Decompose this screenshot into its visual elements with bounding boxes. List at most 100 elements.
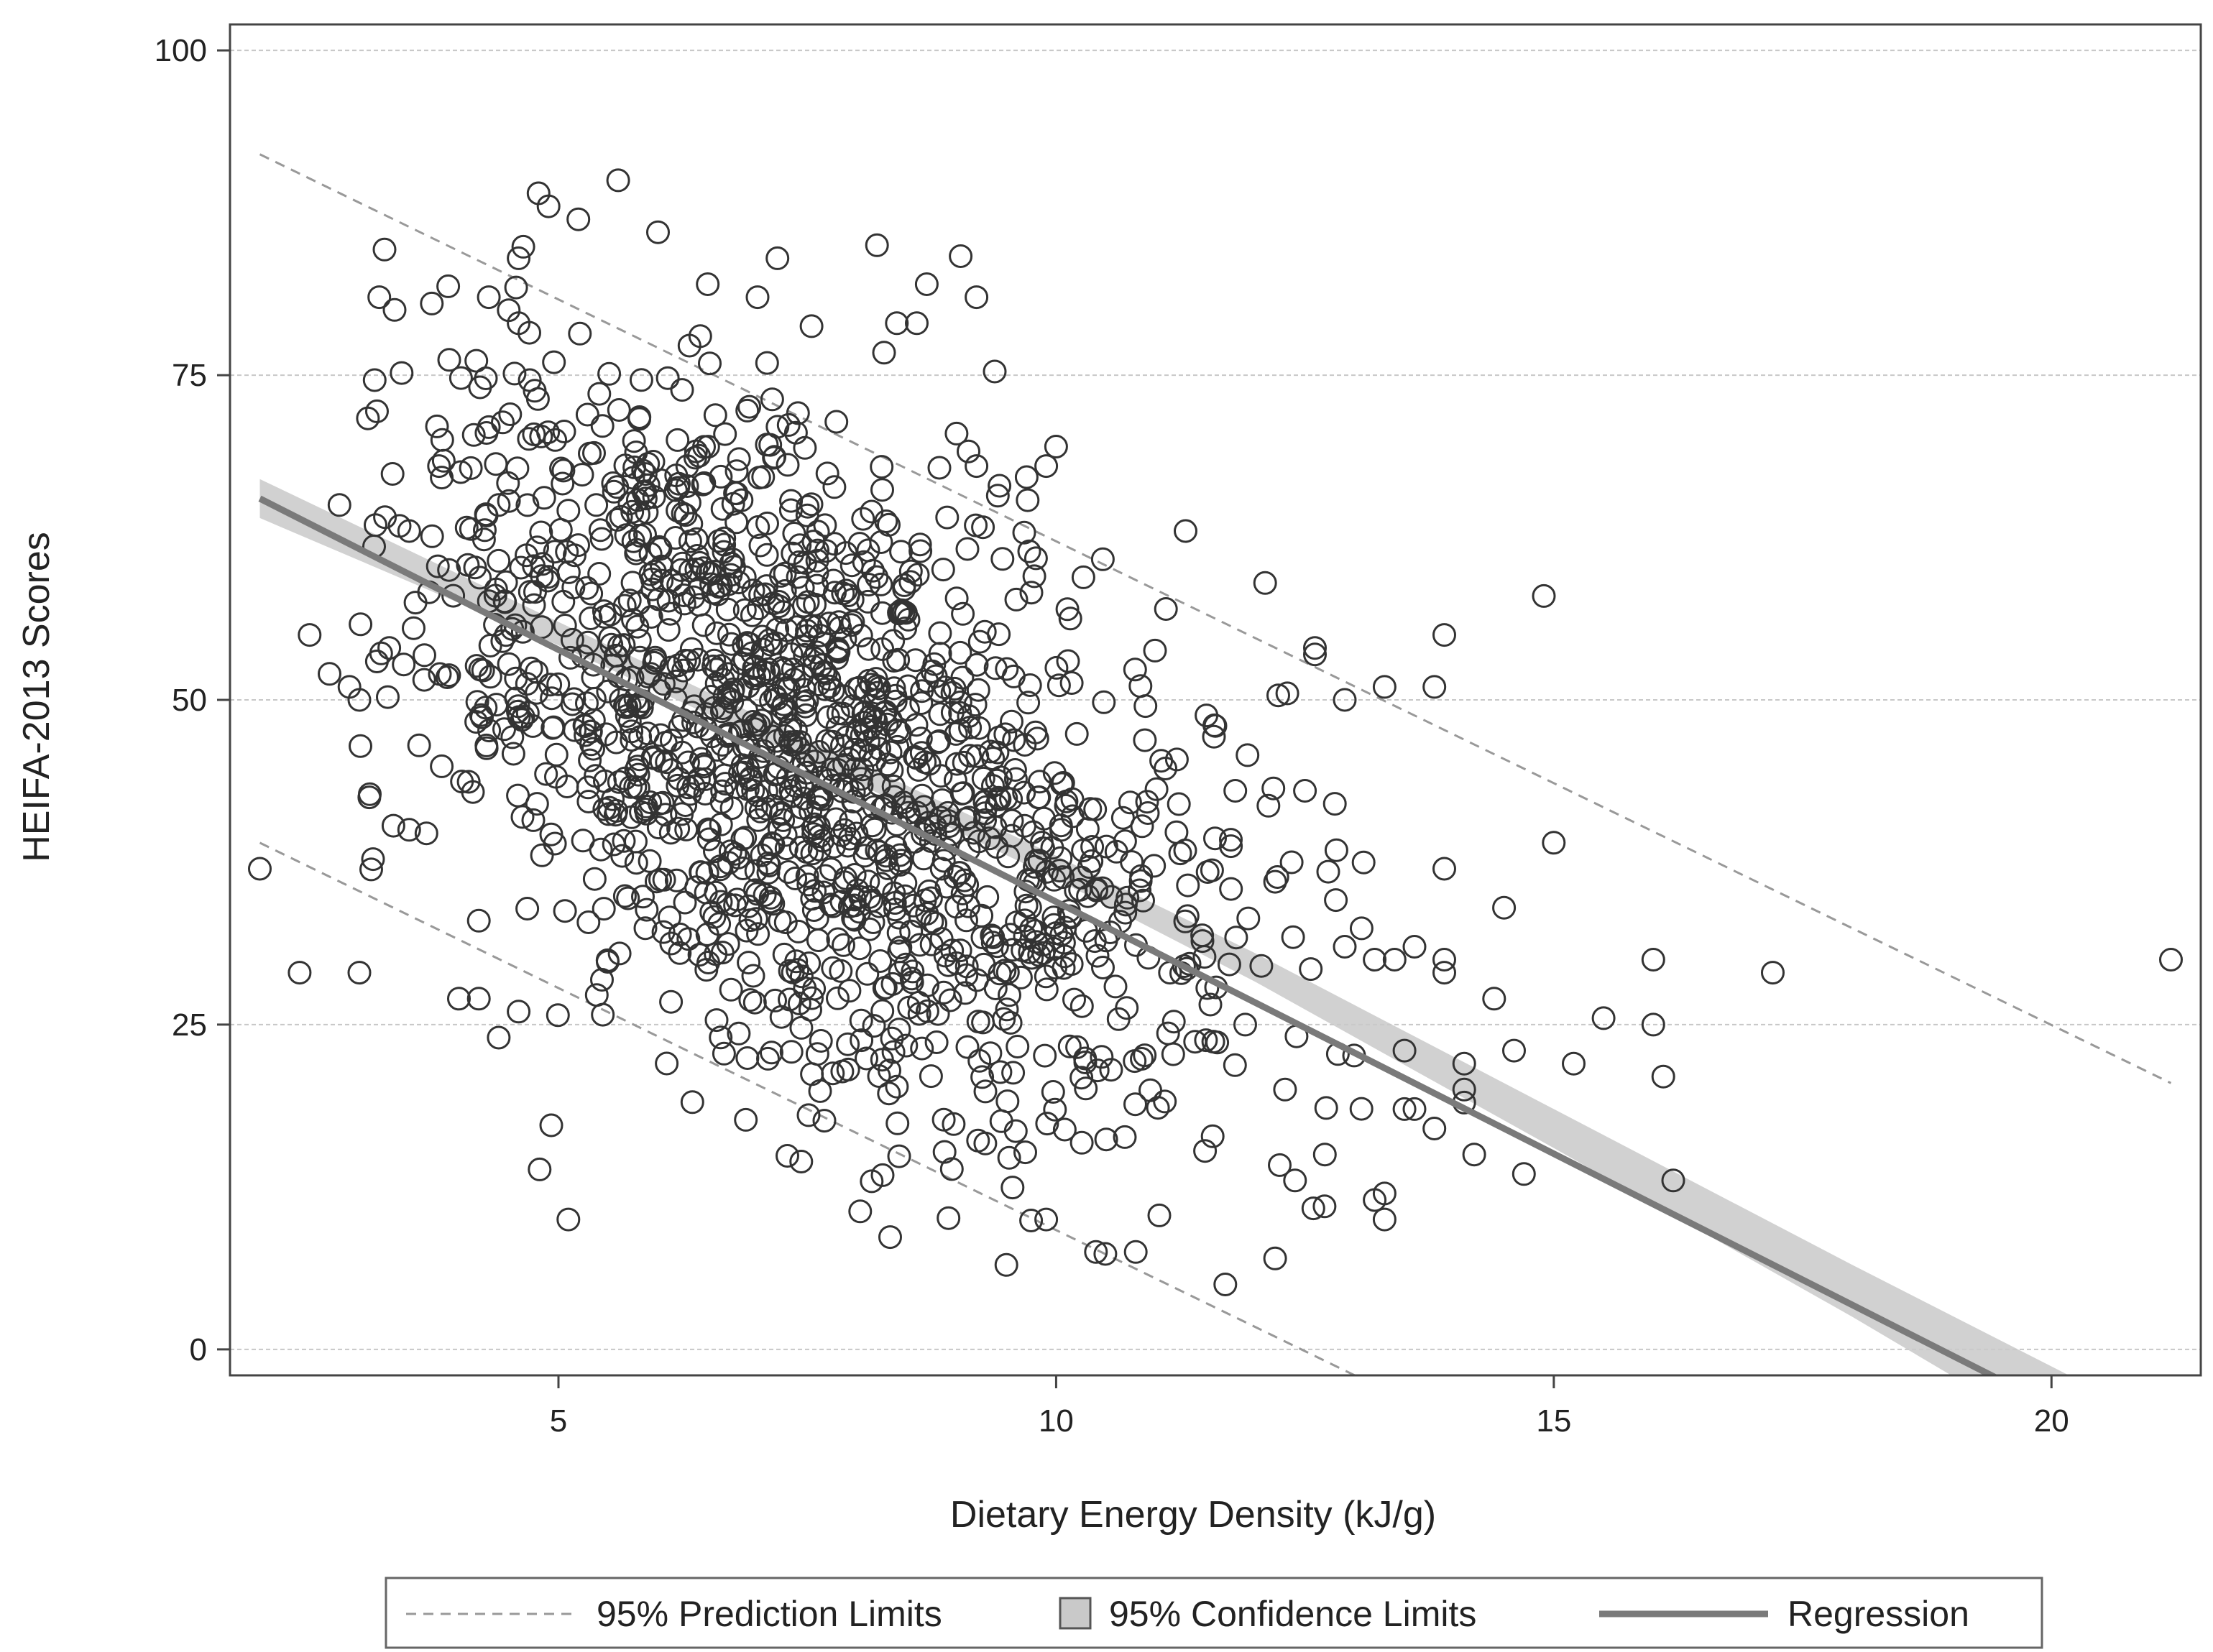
- data-point: [1135, 790, 1159, 814]
- y-tick-label: 0: [190, 1332, 207, 1367]
- data-point: [487, 1025, 511, 1050]
- data-point: [732, 647, 757, 672]
- data-point: [717, 686, 740, 710]
- data-point: [361, 847, 385, 872]
- data-point: [1432, 857, 1456, 881]
- data-point: [744, 859, 768, 883]
- data-point: [556, 560, 581, 584]
- data-point: [1034, 977, 1059, 1002]
- data-point: [747, 664, 772, 688]
- data-point: [625, 488, 650, 512]
- data-point: [905, 311, 929, 336]
- data-point: [727, 1021, 751, 1046]
- data-point: [536, 194, 561, 218]
- data-point: [560, 627, 584, 652]
- data-point: [403, 591, 428, 615]
- data-point: [845, 720, 870, 744]
- data-point: [1058, 606, 1082, 631]
- gridlines: [230, 50, 2201, 1350]
- data-point: [914, 272, 939, 296]
- data-point: [456, 770, 481, 794]
- data-point: [993, 959, 1017, 983]
- data-point: [874, 844, 898, 868]
- data-point: [646, 816, 671, 840]
- data-point: [1432, 623, 1456, 647]
- data-point: [1115, 996, 1139, 1020]
- data-point: [785, 615, 809, 640]
- data-point: [773, 910, 798, 935]
- data-point: [621, 529, 645, 553]
- data-point: [1299, 957, 1323, 982]
- data-point: [701, 581, 725, 605]
- data-point: [596, 950, 620, 974]
- data-point: [949, 781, 974, 806]
- data-point: [1017, 539, 1041, 563]
- data-point: [1110, 806, 1135, 830]
- data-point: [1303, 636, 1327, 660]
- data-point: [655, 366, 680, 390]
- data-point: [364, 513, 387, 537]
- data-point: [1161, 1042, 1185, 1066]
- data-point: [756, 1046, 780, 1071]
- data-point: [724, 510, 749, 535]
- data-point: [359, 857, 383, 882]
- data-point: [967, 1048, 992, 1073]
- data-point: [327, 493, 351, 517]
- data-point: [937, 953, 961, 977]
- data-point: [938, 988, 962, 1012]
- data-point: [477, 415, 501, 439]
- data-point: [988, 765, 1013, 790]
- data-point: [1492, 895, 1517, 920]
- data-point: [566, 533, 590, 558]
- data-point: [649, 749, 673, 773]
- data-point: [908, 904, 932, 928]
- data-point: [911, 822, 935, 846]
- data-point: [985, 835, 1009, 859]
- data-point: [468, 657, 492, 682]
- data-point: [977, 826, 1001, 851]
- data-point: [971, 1010, 995, 1035]
- data-point: [1273, 1077, 1297, 1102]
- data-point: [1144, 777, 1169, 801]
- data-point: [620, 499, 645, 524]
- data-point: [763, 683, 788, 708]
- data-point: [1154, 757, 1177, 780]
- data-point: [605, 507, 630, 532]
- data-point: [805, 548, 829, 573]
- data-point: [598, 626, 622, 650]
- data-point: [860, 1169, 884, 1194]
- data-point: [954, 908, 978, 933]
- data-point: [1349, 916, 1374, 941]
- data-point: [1019, 581, 1044, 605]
- data-point: [689, 747, 713, 771]
- data-point: [742, 990, 767, 1015]
- data-point: [1056, 649, 1080, 673]
- data-point: [932, 1140, 957, 1164]
- data-point: [995, 997, 1019, 1022]
- data-point: [579, 581, 604, 606]
- data-point: [707, 912, 732, 936]
- data-point: [783, 718, 808, 742]
- data-point: [935, 505, 960, 530]
- data-point: [857, 637, 880, 661]
- data-point: [584, 493, 609, 517]
- data-point: [1154, 597, 1178, 621]
- data-point: [1203, 826, 1227, 851]
- data-point: [646, 220, 670, 244]
- data-point: [750, 624, 775, 649]
- data-point: [1130, 1047, 1154, 1071]
- data-point: [1034, 454, 1059, 479]
- data-point: [995, 1089, 1020, 1114]
- data-point: [1147, 1203, 1172, 1227]
- data-point: [1016, 488, 1040, 512]
- data-point: [872, 341, 896, 365]
- data-point: [612, 829, 636, 853]
- data-point: [1279, 850, 1304, 875]
- data-point: [1006, 1035, 1030, 1058]
- data-point: [819, 857, 843, 882]
- data-point: [920, 910, 944, 933]
- data-point: [1591, 1006, 1616, 1030]
- data-point: [643, 645, 668, 670]
- data-point: [1062, 987, 1086, 1012]
- data-point: [904, 746, 929, 770]
